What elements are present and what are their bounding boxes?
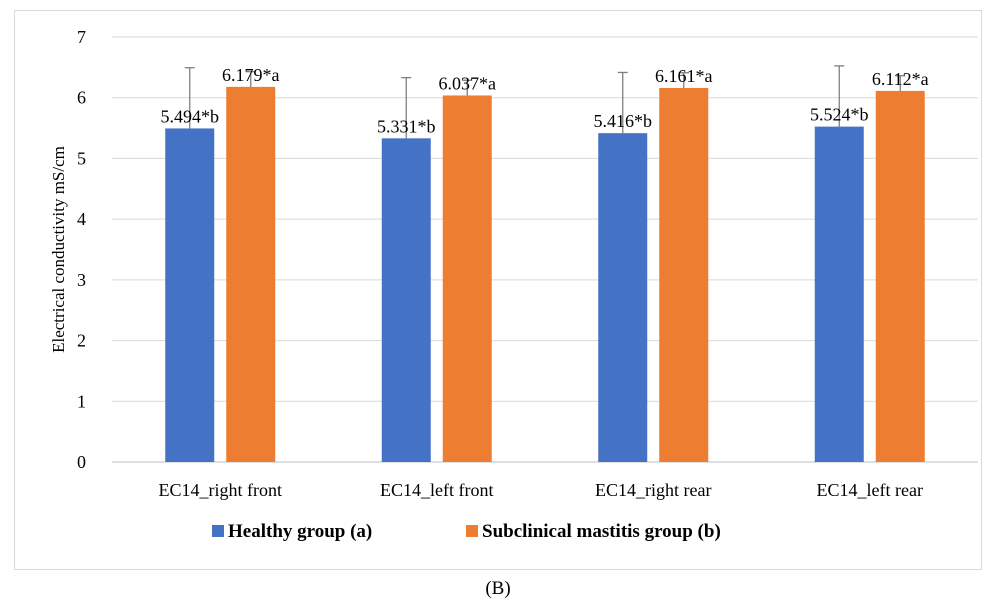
bar [875, 90, 925, 463]
bar [659, 87, 709, 463]
bar [165, 128, 215, 462]
y-tick-label: 1 [77, 391, 86, 411]
data-label: 6.112*a [872, 69, 929, 89]
x-tick-label: EC14_right rear [595, 480, 711, 500]
figure-caption: (B) [485, 578, 510, 599]
data-label: 5.416*b [594, 111, 653, 131]
data-label: 6.161*a [655, 66, 713, 86]
legend-swatch [466, 525, 478, 537]
y-axis-title: Electrical conductivity mS/cm [49, 146, 68, 353]
data-label: 5.524*b [810, 105, 869, 125]
x-tick-label: EC14_left rear [817, 480, 923, 500]
legend-label: Subclinical mastitis group (b) [482, 521, 721, 542]
y-tick-label: 6 [77, 88, 86, 108]
y-tick-label: 3 [77, 270, 86, 290]
legend-label: Healthy group (a) [228, 521, 372, 542]
y-tick-label: 4 [77, 209, 86, 229]
legend-swatch [212, 525, 224, 537]
x-tick-label: EC14_left front [380, 480, 493, 500]
data-label: 5.331*b [377, 116, 436, 136]
data-label: 6.179*a [222, 65, 280, 85]
bar [381, 138, 431, 462]
bar [814, 126, 864, 462]
y-tick-label: 2 [77, 331, 86, 351]
data-label: 5.494*b [161, 106, 220, 126]
data-label: 6.037*a [439, 73, 497, 93]
y-tick-label: 7 [77, 27, 86, 47]
bar [598, 133, 648, 462]
y-tick-label: 5 [77, 148, 86, 168]
bar [442, 95, 492, 462]
bar [226, 86, 276, 462]
x-tick-label: EC14_right front [159, 480, 283, 500]
y-tick-label: 0 [77, 452, 86, 472]
